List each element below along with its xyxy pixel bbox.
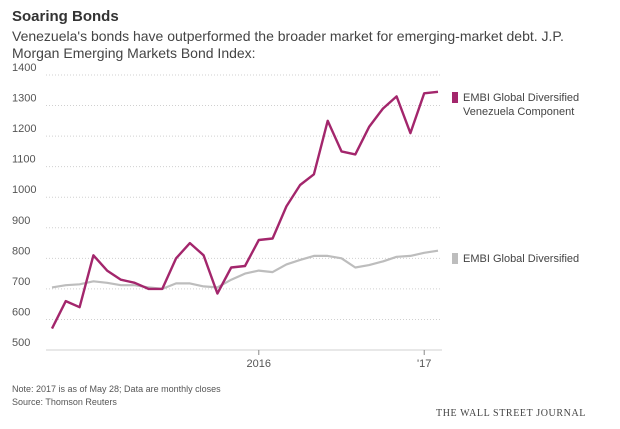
y-tick-label: 800 xyxy=(12,245,30,257)
y-tick-label: 1400 xyxy=(12,62,36,74)
chart-title: Soaring Bonds xyxy=(12,8,119,25)
y-tick-label: 1200 xyxy=(12,123,36,135)
y-tick-label: 700 xyxy=(12,276,30,288)
chart-subtitle: Venezuela's bonds have outperformed the … xyxy=(12,28,564,61)
y-tick-label: 600 xyxy=(12,306,30,318)
chart-note: Note: 2017 is as of May 28; Data are mon… xyxy=(12,384,221,394)
x-tick-label: 2016 xyxy=(247,358,271,370)
series-line-embi-global xyxy=(51,249,439,290)
legend-embi-global-label: EMBI Global Diversified xyxy=(463,253,579,265)
series-line-venezuela xyxy=(50,90,439,330)
y-tick-label: 500 xyxy=(12,337,30,349)
x-tick-label: '17 xyxy=(417,358,431,370)
legend-embi-global-swatch xyxy=(452,253,458,264)
y-tick-label: 1300 xyxy=(12,93,36,105)
y-tick-label: 900 xyxy=(12,215,30,227)
publisher-logo: THE WALL STREET JOURNAL xyxy=(436,408,586,419)
chart-source: Source: Thomson Reuters xyxy=(12,397,117,407)
y-tick-label: 1000 xyxy=(12,184,36,196)
legend-venezuela-swatch xyxy=(452,92,458,103)
y-tick-label: 1100 xyxy=(12,154,36,166)
legend-venezuela-label: EMBI Global Diversified Venezuela Compone… xyxy=(463,92,579,118)
